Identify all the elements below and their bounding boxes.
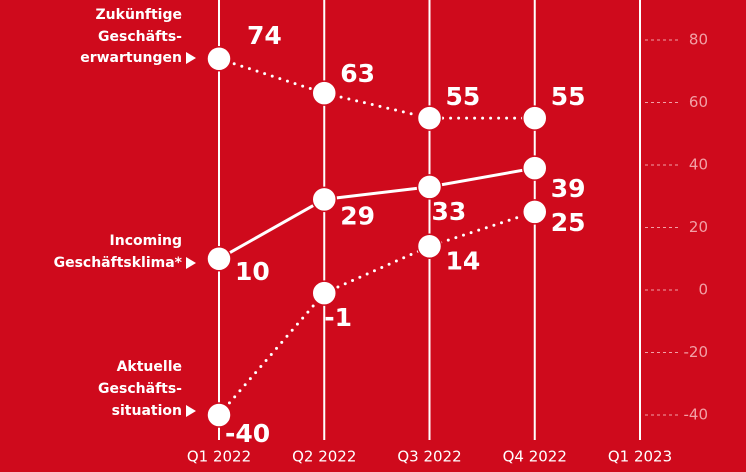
value-label: 74 (247, 21, 282, 50)
x-tick-label: Q3 2022 (397, 448, 461, 466)
value-label: 14 (446, 246, 481, 275)
x-tick-label: Q1 2023 (608, 448, 672, 466)
y-tick-label: -20 (684, 343, 709, 361)
value-label: 33 (432, 197, 467, 226)
value-label: -1 (324, 303, 352, 332)
legend-label: Zukünftige Geschäfts-erwartungen (80, 7, 182, 66)
legend-line: Zukünftige (96, 7, 182, 23)
y-tick-label: 0 (698, 281, 708, 299)
data-point (311, 280, 337, 306)
legend-line: erwartungen (80, 50, 182, 66)
value-label: 29 (340, 201, 375, 230)
series-line (218, 166, 536, 261)
value-label: 39 (551, 174, 586, 203)
data-point (206, 402, 232, 428)
legend-arrow (186, 257, 196, 269)
x-tick-label: Q2 2022 (292, 448, 356, 466)
legend-arrow (186, 52, 196, 64)
y-tick-label: 80 (689, 31, 708, 49)
value-label: 55 (446, 82, 481, 111)
x-tick-label: Q1 2022 (187, 448, 251, 466)
y-tick-label: 60 (689, 93, 708, 111)
y-tick-label: 20 (689, 218, 708, 236)
data-point (522, 105, 548, 131)
value-label: 55 (551, 82, 586, 111)
legend-line: Geschäfts- (98, 381, 182, 397)
series-line (217, 210, 537, 417)
x-tick-label: Q4 2022 (503, 448, 567, 466)
legend-line: Aktuelle (117, 359, 182, 375)
y-tick-label: 40 (689, 156, 708, 174)
data-point (522, 155, 548, 181)
series-line (217, 57, 537, 120)
data-point (311, 186, 337, 213)
value-label: 63 (340, 59, 375, 88)
legend-label: Aktuelle Geschäfts-situation (98, 359, 182, 419)
legend-line: Geschäftsklima* (54, 255, 183, 271)
value-label: -40 (225, 419, 270, 448)
y-tick-label: -40 (684, 406, 709, 424)
legend-line: Incoming (110, 233, 182, 249)
data-point (522, 199, 548, 225)
data-point (416, 233, 443, 259)
legend-line: situation (112, 403, 182, 419)
data-point (416, 174, 443, 200)
legend-arrow (186, 405, 196, 417)
value-label: 25 (551, 208, 586, 237)
legend-line: Geschäfts- (98, 29, 182, 45)
legend-label: Incoming Geschäftsklima* (54, 233, 183, 271)
data-point (416, 105, 443, 131)
data-point (206, 246, 232, 272)
data-point (311, 80, 337, 106)
value-label: 10 (235, 257, 270, 286)
data-point (206, 46, 232, 72)
